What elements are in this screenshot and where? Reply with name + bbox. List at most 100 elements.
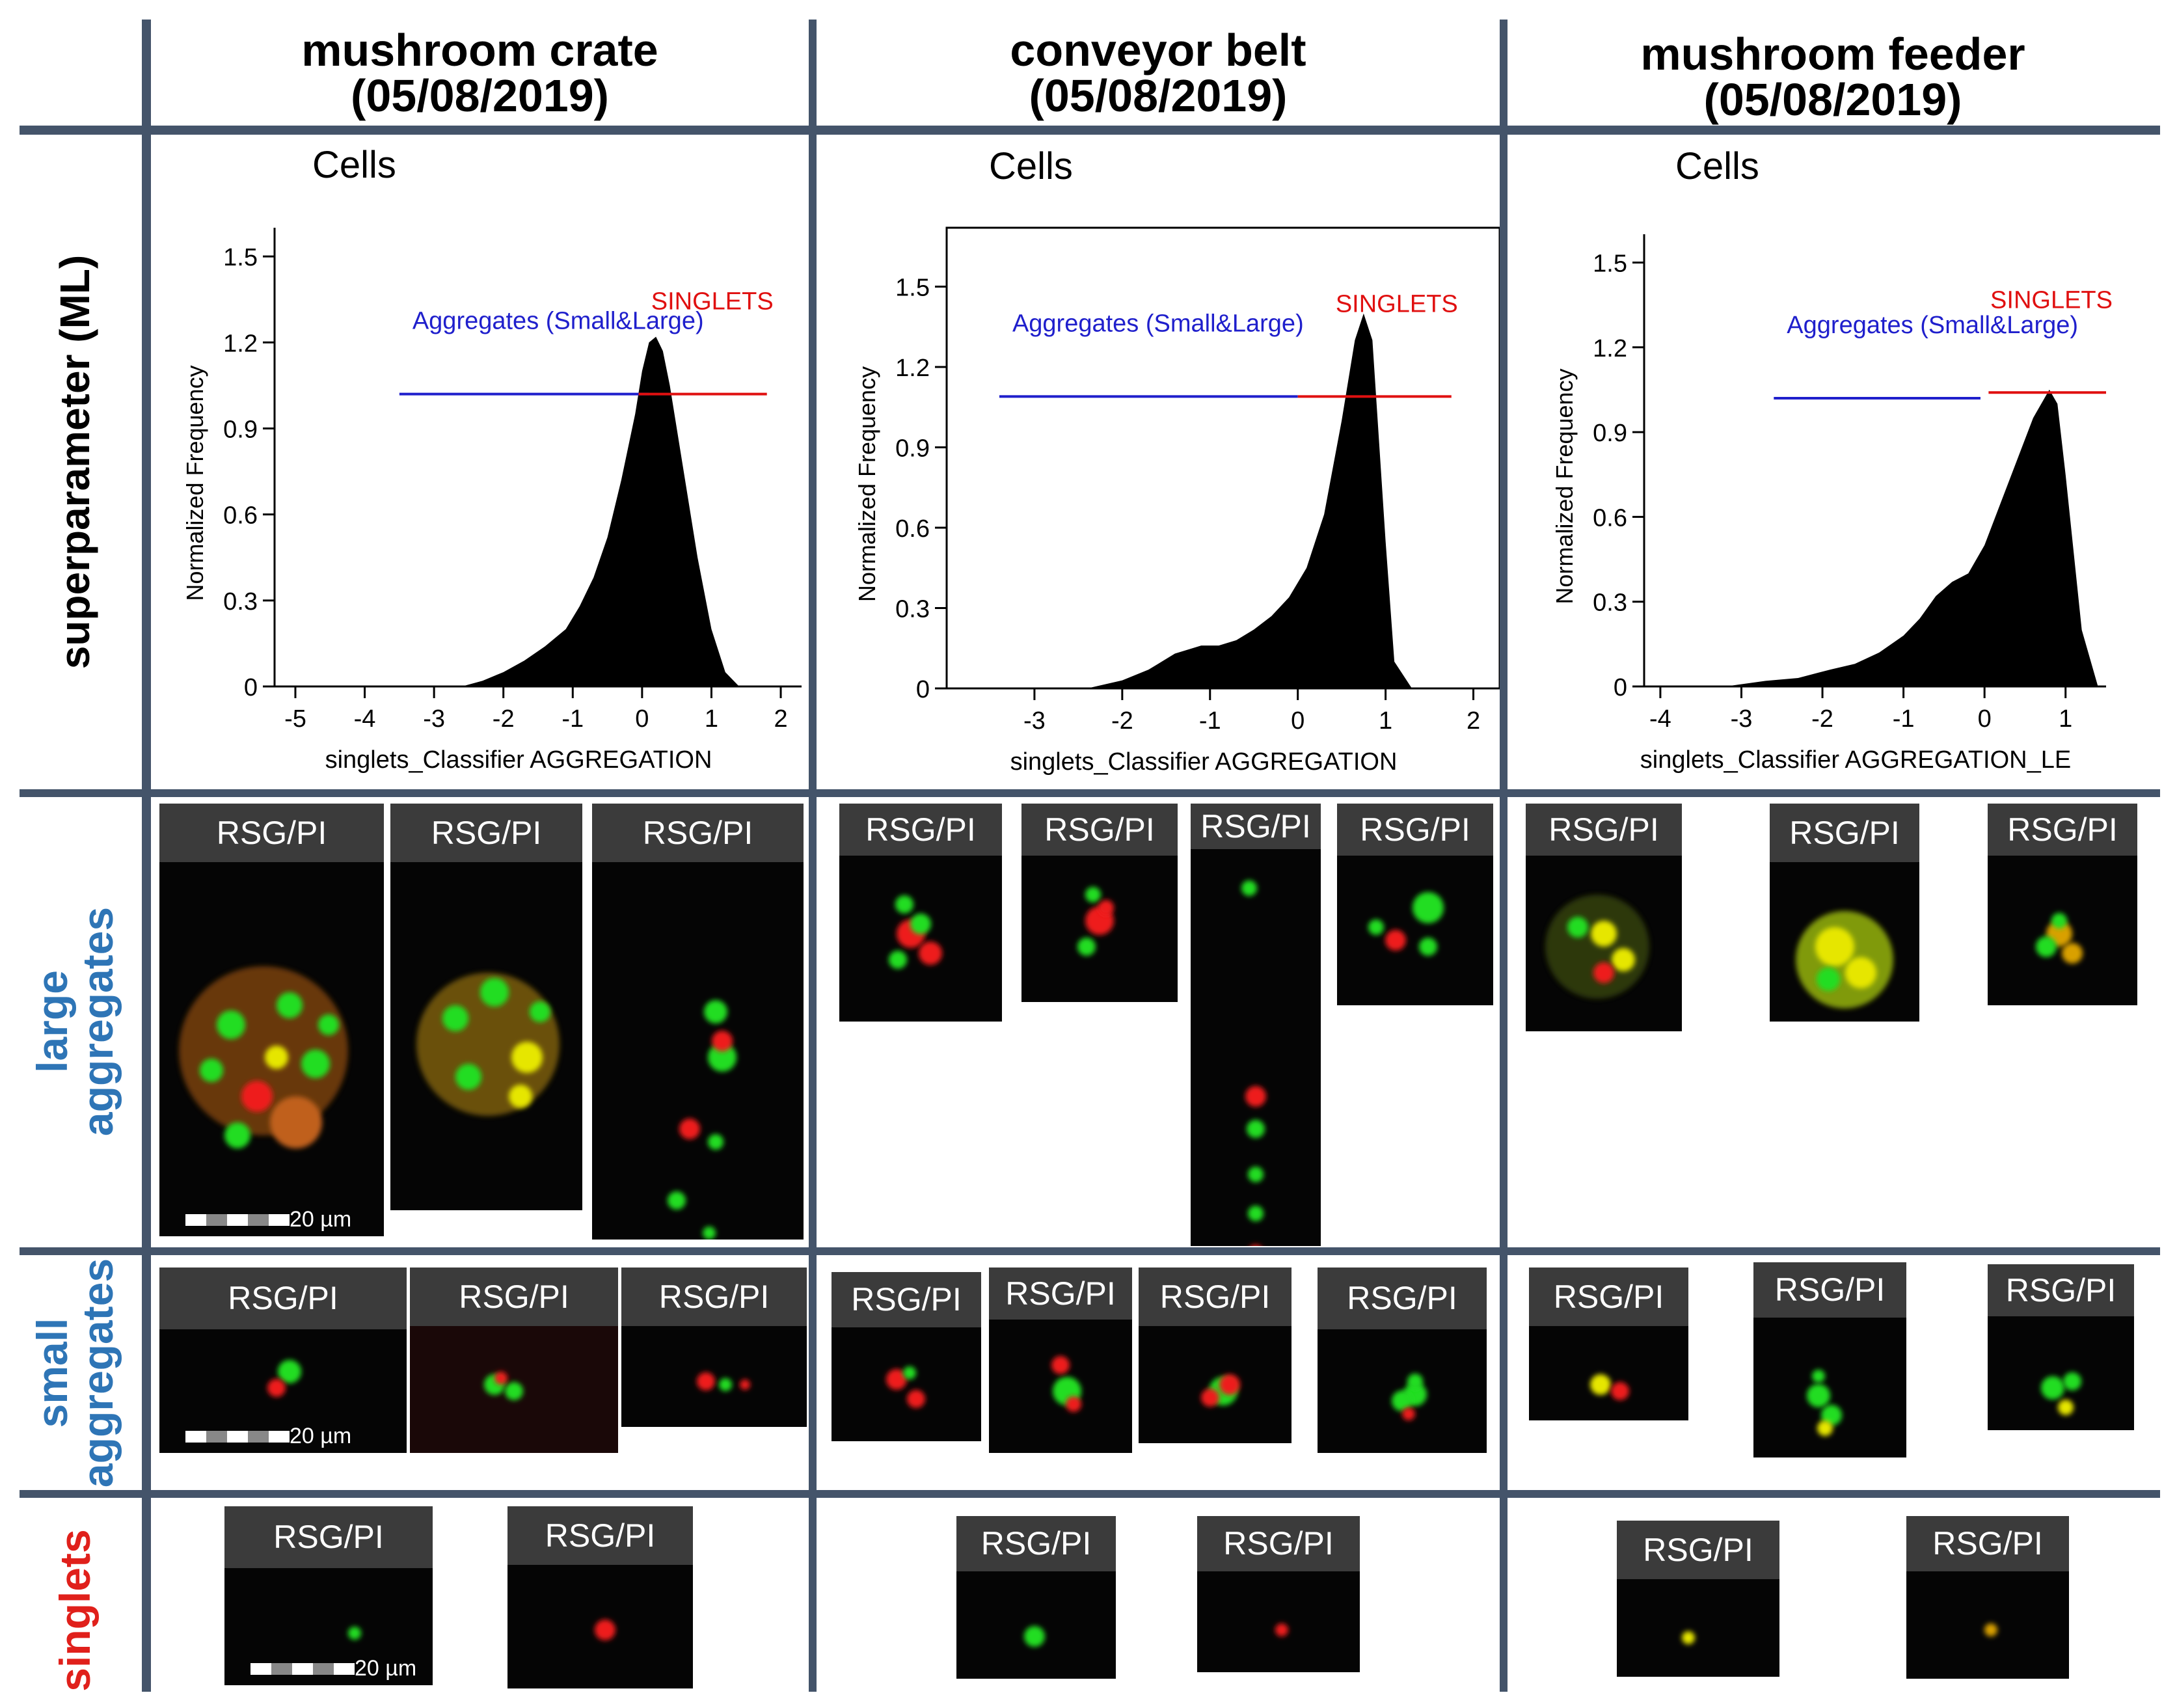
cell-dot <box>1567 917 1588 938</box>
tile-channel-label: RSG/PI <box>410 1267 618 1326</box>
micrograph-image <box>1392 1374 1427 1420</box>
column-header-crate-name: mushroom crate <box>301 25 658 75</box>
micrograph-tile: RSG/PI <box>592 804 804 1240</box>
micrograph-image <box>1590 1374 1629 1400</box>
cell-dot <box>278 1360 301 1383</box>
scale-bar-segment <box>206 1431 227 1443</box>
y-tick-label: 1.5 <box>1593 250 1627 277</box>
grid-horizontal-small <box>20 1490 2160 1498</box>
cell-dot <box>1085 887 1101 902</box>
cell-dot <box>1545 895 1649 999</box>
panel-title-crate: Cells <box>312 144 396 186</box>
micrograph-tile: RSG/PI <box>1988 804 2137 1005</box>
cell-dot <box>1051 1356 1070 1374</box>
y-tick-label: 0.3 <box>895 596 930 623</box>
cell-dot <box>1245 1086 1266 1107</box>
cell-dot <box>1845 957 1876 988</box>
cell-dot <box>267 1379 286 1397</box>
histogram-belt: 0 0.3 0.6 0.9 1.2 1.5 -3 -2 -1 0 1 2 singlets_Classi… <box>854 226 1500 776</box>
micrograph-image <box>1241 880 1266 1246</box>
micrograph-tile: RSG/PI <box>1617 1521 1779 1677</box>
cell-dot <box>886 1369 907 1390</box>
micrograph-tile: RSG/PI 20 µm <box>159 804 384 1236</box>
micrograph-image <box>1682 1631 1695 1644</box>
micrograph-tile: RSG/PI 20 µm <box>224 1506 433 1685</box>
cell-dot <box>1407 1374 1423 1389</box>
cell-dot <box>480 978 509 1007</box>
micrograph-image <box>1077 887 1114 956</box>
cell-dot <box>708 1043 737 1072</box>
x-axis-label: singlets_Classifier AGGREGATION <box>1010 748 1398 776</box>
micrograph-tile: RSG/PI <box>410 1267 618 1453</box>
tile-channel-label: RSG/PI <box>1191 804 1321 849</box>
micrograph-image <box>2041 1372 2081 1415</box>
x-axis-label: singlets_Classifier AGGREGATION <box>325 746 712 774</box>
cell-dot <box>1201 1389 1219 1407</box>
micrograph-image <box>886 1366 925 1408</box>
histogram-area <box>461 336 740 686</box>
x-tick-label: -4 <box>354 705 376 733</box>
cell-dot <box>1248 1167 1264 1182</box>
cell-dot <box>1247 1120 1265 1138</box>
tile-channel-label: RSG/PI <box>1197 1516 1360 1571</box>
singlets-gate-label: SINGLETS <box>1990 286 2113 314</box>
x-tick-label: 0 <box>635 705 649 733</box>
x-tick-label: 1 <box>1379 707 1392 735</box>
micrograph-image <box>179 966 348 1148</box>
cell-dot <box>2062 943 2083 964</box>
grid-vertical-mid1 <box>809 20 817 1692</box>
micrograph-image <box>267 1360 301 1397</box>
micrograph-image <box>1275 1623 1288 1636</box>
y-tick-label: 1.5 <box>895 275 930 302</box>
micrograph-image <box>1051 1356 1081 1412</box>
grid-horizontal-large <box>20 1247 2160 1255</box>
y-tick-label: 0.3 <box>1593 590 1627 617</box>
cell-dot <box>1413 892 1444 923</box>
micrograph-image <box>889 895 942 969</box>
micrograph-image <box>1984 1623 1997 1636</box>
cell-dot <box>301 1050 330 1078</box>
x-tick-label: 2 <box>1467 707 1480 735</box>
column-header-crate-date: (05/08/2019) <box>351 70 609 121</box>
cell-dot <box>2041 1376 2064 1400</box>
micrograph-tile: RSG/PI <box>1526 804 1682 1031</box>
y-tick-label: 0.6 <box>223 502 258 530</box>
micrograph-tile: RSG/PI <box>1139 1267 1291 1443</box>
scale-bar-segment <box>248 1214 269 1226</box>
row-label-small-line1: small <box>28 1318 76 1428</box>
cell-dot <box>1251 1245 1260 1246</box>
x-tick-label: -1 <box>1199 707 1221 735</box>
x-tick-label: -2 <box>1811 705 1833 733</box>
cell-dot <box>1419 938 1437 956</box>
cell-dot <box>668 1191 686 1210</box>
tile-channel-label: RSG/PI <box>1021 804 1178 856</box>
scale-bar-segment <box>292 1663 313 1675</box>
scale-bar-segment <box>248 1431 269 1443</box>
x-tick-label: -3 <box>1023 707 1046 735</box>
y-tick-label: 0 <box>1614 674 1627 701</box>
singlets-gate-label: SINGLETS <box>1336 290 1458 318</box>
cell-dot <box>1385 930 1406 951</box>
aggregates-gate-label: Aggregates (Small&Large) <box>1012 310 1304 337</box>
cell-dot <box>1807 1384 1830 1407</box>
cell-dot <box>1402 1407 1415 1420</box>
micrograph-tile: RSG/PI <box>1318 1267 1487 1453</box>
y-axis-label: Normalized Frequency <box>854 366 880 602</box>
cell-dot <box>179 966 348 1135</box>
cell-dot <box>1817 1420 1833 1436</box>
scale-bar-segment <box>227 1214 248 1226</box>
tile-channel-label: RSG/PI <box>839 804 1002 856</box>
tile-channel-label: RSG/PI <box>1770 804 1919 862</box>
x-tick-label: 0 <box>1978 705 1992 733</box>
micrograph-image <box>348 1627 361 1640</box>
y-tick-label: 0 <box>916 676 930 703</box>
cell-dot <box>1821 1405 1842 1426</box>
x-tick-label: -4 <box>1649 705 1671 733</box>
cell-dot <box>903 1366 916 1379</box>
cell-dot <box>348 1627 361 1640</box>
cell-dot <box>1590 1374 1611 1395</box>
micrograph-image <box>416 973 560 1116</box>
micrograph-tile: RSG/PI <box>839 804 1002 1022</box>
tile-channel-label: RSG/PI <box>1906 1516 2069 1571</box>
scale-bar-label: 20 µm <box>290 1424 352 1448</box>
